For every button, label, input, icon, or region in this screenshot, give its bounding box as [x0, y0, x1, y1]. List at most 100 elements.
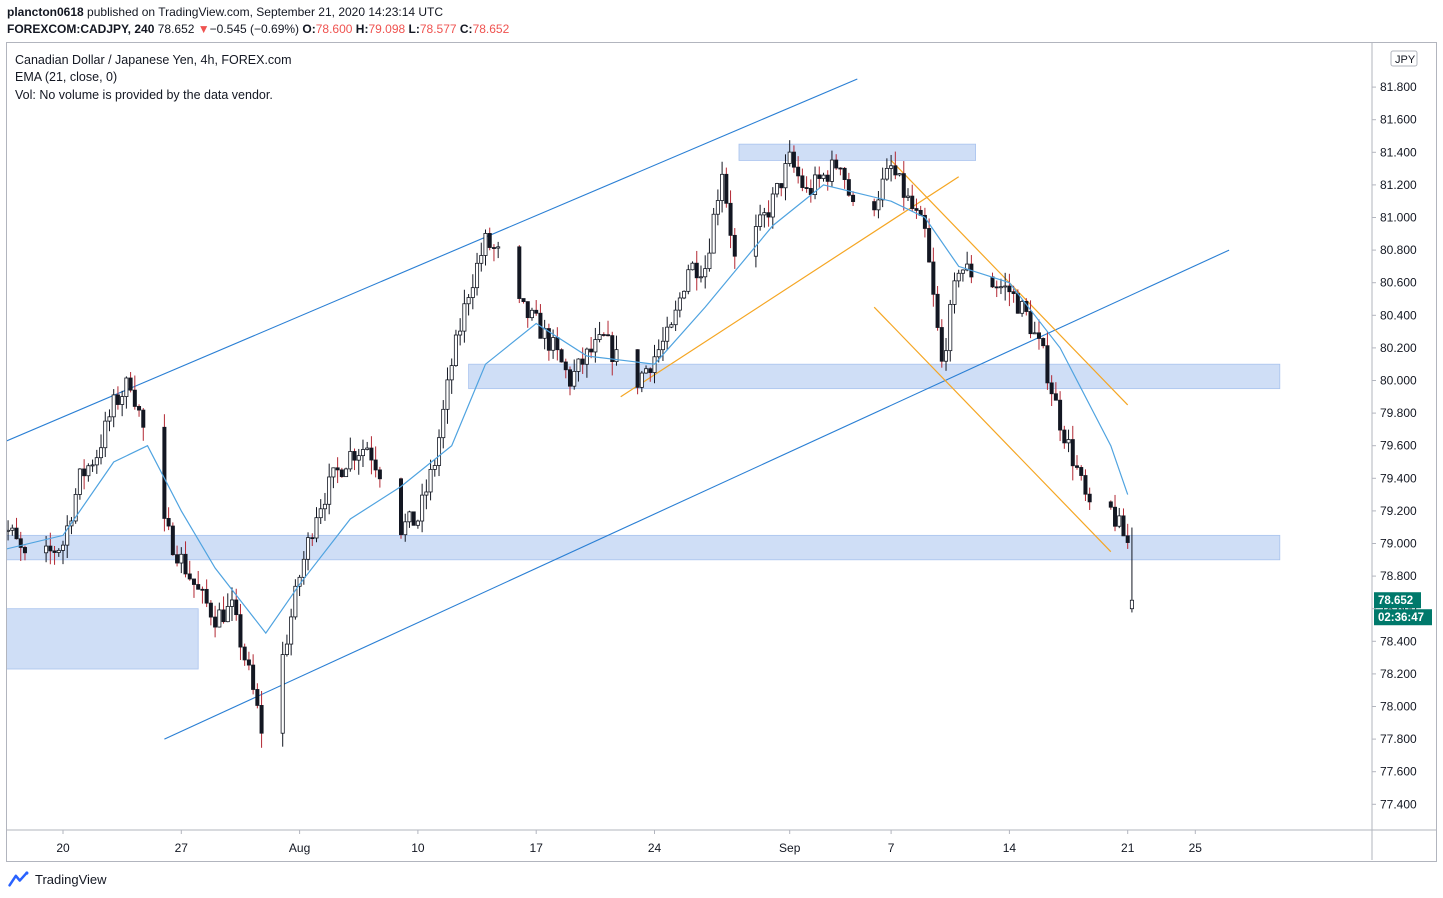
candle-down	[191, 578, 196, 585]
open-value: 78.600	[315, 22, 353, 36]
candle-down	[1011, 291, 1016, 294]
candle-down	[517, 246, 522, 299]
symbol-label: FOREXCOM:CADJPY, 240	[7, 22, 155, 36]
candle-up	[107, 416, 112, 422]
candle-down	[800, 175, 805, 188]
candle-up	[884, 167, 889, 180]
price-tick-label: 81.600	[1380, 113, 1417, 127]
candle-down	[48, 545, 53, 552]
candle-up	[86, 465, 91, 477]
candle-down	[204, 588, 209, 604]
price-tick-label: 81.000	[1380, 211, 1417, 225]
candle-down	[728, 202, 733, 236]
candle-up	[572, 371, 577, 387]
candle-up	[479, 255, 484, 264]
channel-trendline	[7, 78, 858, 442]
candle-down	[137, 406, 142, 411]
candle-down	[546, 328, 551, 351]
candle-up	[698, 276, 703, 279]
candle-up	[711, 213, 716, 254]
candle-up	[944, 350, 949, 362]
price-tick-label: 77.400	[1380, 797, 1417, 811]
candle-down	[213, 616, 218, 628]
candle-up	[1020, 301, 1025, 314]
candle-down	[162, 426, 167, 519]
candle-up	[94, 457, 99, 466]
candle-down	[82, 468, 87, 477]
candle-up	[415, 520, 420, 526]
candle-up	[77, 468, 82, 495]
candle-up	[669, 324, 674, 328]
candle-up	[445, 379, 450, 410]
candle-up	[179, 553, 184, 564]
legend-title[interactable]: Canadian Dollar / Japanese Yen, 4h, FORE…	[15, 53, 292, 67]
candle-up	[424, 491, 429, 496]
support-resistance-zone	[7, 608, 199, 670]
candle-up	[880, 178, 885, 201]
candle-down	[1007, 285, 1012, 293]
candle-down	[1121, 515, 1126, 537]
support-resistance-zone	[468, 363, 1281, 390]
candle-down	[796, 166, 801, 177]
candle-up	[56, 549, 61, 553]
candle-up	[682, 290, 687, 299]
candle-up	[99, 447, 104, 459]
candle-up	[639, 372, 644, 388]
candle-down	[939, 327, 944, 362]
candle-up	[284, 643, 289, 655]
publisher-name[interactable]: plancton0618	[7, 5, 84, 19]
footer-brand[interactable]: TradingView	[8, 871, 107, 887]
candle-up	[715, 200, 720, 215]
candle-down	[1045, 345, 1050, 384]
candle-up	[322, 503, 327, 510]
candle-up	[597, 334, 602, 340]
candle-down	[534, 309, 539, 314]
candle-down	[310, 537, 315, 540]
candle-up	[365, 447, 370, 450]
plot-area[interactable]	[0, 78, 1281, 748]
candle-down	[804, 187, 809, 189]
candle-up	[453, 334, 458, 367]
candle-up	[576, 358, 581, 372]
candle-up	[314, 517, 319, 539]
candle-down	[166, 518, 171, 527]
candle-up	[470, 287, 475, 298]
change-arrow-icon: ▼	[197, 22, 210, 36]
candle-up	[956, 272, 961, 282]
candle-down	[242, 646, 247, 661]
legend-ema[interactable]: EMA (21, close, 0)	[15, 70, 118, 84]
candle-down	[377, 469, 382, 480]
candle-down	[200, 588, 205, 591]
open-label: O:	[302, 22, 316, 36]
candle-up	[897, 173, 902, 176]
candle-up	[762, 212, 767, 216]
candle-up	[965, 263, 970, 271]
candle-down	[1049, 382, 1054, 395]
low-value: 78.577	[419, 22, 457, 36]
orange-trendline	[873, 306, 1112, 553]
currency-badge[interactable]	[1390, 50, 1418, 67]
candle-up	[660, 340, 665, 351]
candle-up	[420, 494, 425, 522]
candle-up	[293, 585, 298, 618]
candle-up	[775, 183, 780, 195]
candle-up	[65, 525, 70, 546]
candle-down	[834, 159, 839, 169]
candle-up	[344, 468, 349, 478]
candle-up	[475, 262, 480, 289]
candle-down	[817, 174, 822, 179]
candle-down	[1053, 393, 1058, 401]
candle-down	[901, 173, 906, 198]
candle-down	[1125, 535, 1130, 543]
candle-down	[335, 467, 340, 471]
candle-down	[555, 337, 560, 351]
candle-down	[183, 553, 188, 575]
candle-down	[115, 394, 120, 405]
candle-down	[825, 174, 830, 182]
candle-down	[1113, 506, 1118, 527]
candle-down	[246, 659, 251, 666]
time-tick-label: Sep	[779, 841, 801, 855]
candle-down	[196, 584, 201, 590]
price-tick-label: 77.600	[1380, 765, 1417, 779]
